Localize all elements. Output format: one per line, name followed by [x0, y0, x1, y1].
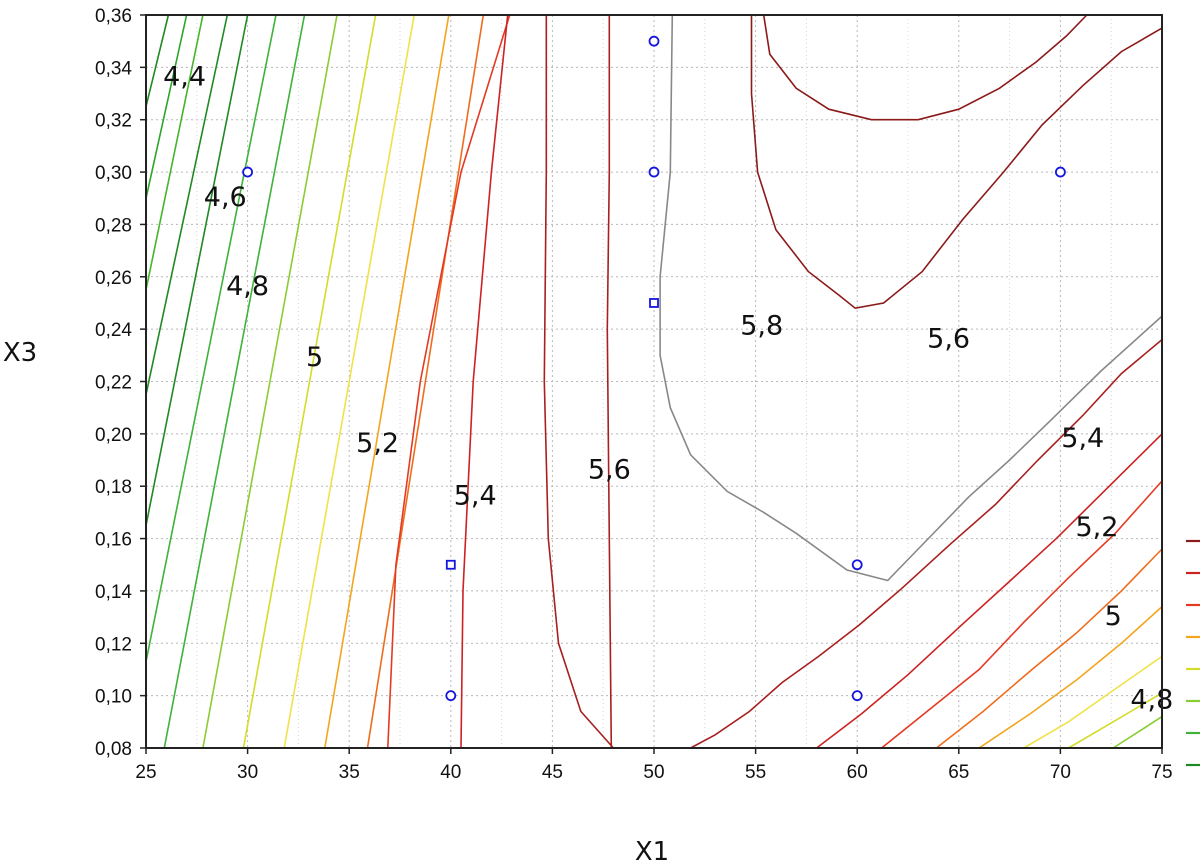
contour-line [366, 14, 485, 749]
contour-label: 5,8 [740, 310, 783, 341]
contour-line [202, 14, 338, 749]
contour-label: 5,6 [927, 323, 970, 354]
contour-line [145, 14, 170, 107]
y-axis-ticks: 0,08 0,10 0,12 0,14 0,16 0,18 0,20 0,22 0,24 0,26… [95, 6, 146, 760]
contour-label: 5,2 [356, 428, 399, 459]
contour-label: 5,2 [1075, 512, 1118, 543]
y-tick-label: 0,36 [95, 6, 132, 27]
contour-lines [145, 14, 1163, 749]
x-tick-label: 25 [135, 762, 156, 783]
contour-label: 5 [1105, 601, 1122, 632]
contour-line [690, 338, 1163, 749]
x-tick-label: 30 [237, 762, 258, 783]
x-tick-label: 40 [440, 762, 461, 783]
contour-line [283, 14, 415, 749]
y-tick-label: 0,16 [95, 530, 132, 551]
design-point-circle [851, 559, 863, 571]
contour-line [145, 14, 249, 526]
contour-label: 4,8 [1130, 685, 1173, 716]
y-tick-label: 0,14 [95, 582, 132, 603]
contour-label: 5,6 [588, 454, 631, 485]
contour-line [750, 15, 1163, 310]
contour-line [606, 15, 613, 749]
x-tick-label: 45 [542, 762, 563, 783]
contour-line [1023, 655, 1163, 749]
contour-label: 4,8 [226, 271, 269, 302]
x-tick-label: 55 [745, 762, 766, 783]
y-tick-label: 0,10 [95, 687, 132, 708]
contour-line [1068, 692, 1163, 749]
y-tick-label: 0,08 [95, 739, 132, 760]
design-point-square [649, 298, 659, 308]
contour-label: 4,6 [204, 182, 247, 213]
contour-line [762, 14, 1088, 121]
y-tick-label: 0,18 [95, 477, 132, 498]
x-axis-title: X1 [635, 837, 669, 867]
y-tick-label: 0,20 [95, 425, 132, 446]
design-point-circle [445, 690, 457, 702]
contour-line [935, 548, 1163, 749]
x-tick-label: 50 [643, 762, 664, 783]
y-tick-label: 0,22 [95, 373, 132, 394]
y-tick-label: 0,26 [95, 268, 132, 289]
y-axis-title: X3 [3, 338, 37, 368]
x-tick-label: 75 [1151, 762, 1172, 783]
y-tick-label: 0,12 [95, 634, 132, 655]
x-tick-label: 35 [339, 762, 360, 783]
contour-line [145, 14, 204, 291]
contour-line [242, 14, 377, 749]
contour-line [163, 14, 306, 749]
contour-line [145, 14, 229, 395]
x-tick-label: 65 [948, 762, 969, 783]
contour-line [145, 14, 277, 662]
x-axis-ticks: 25 30 35 40 45 50 55 60 65 70 75 [135, 748, 1173, 783]
design-point-circle [1055, 166, 1066, 178]
contour-line [324, 14, 450, 749]
x-tick-label: 60 [847, 762, 868, 783]
y-tick-label: 0,30 [95, 163, 132, 184]
x-tick-label: 70 [1050, 762, 1071, 783]
y-tick-label: 0,34 [95, 58, 132, 79]
legend [1186, 539, 1200, 767]
design-point-circle [851, 690, 863, 702]
contour-line [145, 14, 188, 199]
y-tick-label: 0,28 [95, 215, 132, 236]
design-point-circle [648, 35, 660, 47]
design-point-circle [648, 166, 660, 178]
contour-label: 4,4 [163, 62, 206, 93]
contour-label: 5,4 [454, 481, 497, 512]
contour-label: 5 [306, 342, 323, 373]
contour-line [543, 15, 614, 749]
y-tick-label: 0,32 [95, 111, 132, 132]
contour-line [1112, 715, 1163, 749]
design-points [242, 35, 1066, 702]
contour-line [659, 14, 1163, 582]
contour-label: 5,4 [1061, 423, 1104, 454]
design-point-circle [242, 166, 254, 178]
contour-line [978, 606, 1163, 749]
contour-line [816, 433, 1163, 749]
contour-line [387, 14, 511, 749]
contour-line [460, 14, 509, 749]
y-tick-label: 0,24 [95, 320, 132, 341]
contour-line [881, 480, 1163, 749]
design-point-square [445, 559, 456, 570]
contour-labels: 4,4 4,6 4,8 5 5,2 5,4 5,6 5,8 5,6 5,4 5,2 5 4,8 [163, 62, 1173, 716]
